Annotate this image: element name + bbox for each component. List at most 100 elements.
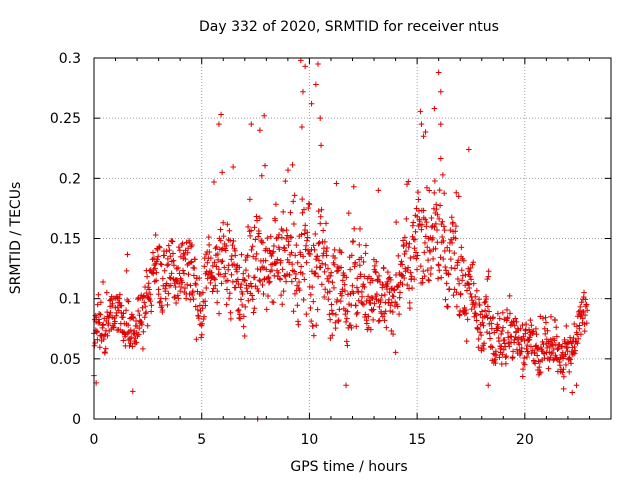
data-point — [166, 247, 173, 253]
data-point — [419, 222, 425, 228]
data-point — [478, 332, 484, 338]
data-point — [533, 342, 539, 349]
data-point — [365, 313, 372, 320]
data-point — [365, 293, 371, 300]
data-point — [127, 327, 134, 333]
data-point — [163, 248, 170, 255]
data-point — [391, 287, 398, 294]
data-point — [225, 266, 231, 273]
data-point — [463, 310, 470, 316]
y-tick-label: 0.3 — [59, 51, 81, 67]
data-point — [123, 307, 129, 313]
data-point — [378, 292, 385, 299]
data-point — [109, 300, 116, 307]
y-tick-label: 0.05 — [50, 352, 81, 368]
data-point — [477, 311, 484, 318]
data-point — [434, 212, 441, 218]
data-point — [473, 300, 479, 306]
data-point — [189, 242, 195, 248]
data-point — [534, 345, 541, 352]
data-point — [239, 302, 245, 308]
data-point — [510, 348, 516, 355]
data-point — [422, 240, 428, 246]
data-point — [172, 294, 178, 300]
data-point — [372, 263, 378, 269]
data-point — [147, 291, 153, 298]
data-point — [264, 235, 271, 241]
data-point — [194, 307, 201, 313]
data-point — [360, 259, 367, 265]
data-point — [513, 319, 520, 325]
data-point — [420, 207, 427, 214]
data-point — [153, 269, 160, 276]
data-point — [531, 349, 538, 356]
data-point — [309, 284, 315, 290]
data-point — [172, 284, 179, 290]
data-point — [200, 289, 206, 296]
data-point — [161, 252, 168, 259]
data-point — [245, 273, 252, 279]
data-point — [370, 306, 377, 313]
data-point — [335, 267, 341, 274]
x-axis-ticks: 0 5 10 15 20 — [90, 58, 590, 448]
data-point — [248, 227, 254, 234]
data-point — [160, 282, 167, 289]
data-point — [401, 275, 407, 281]
data-point — [282, 178, 289, 184]
data-point — [331, 247, 338, 253]
data-point — [217, 237, 224, 244]
data-point — [242, 277, 248, 284]
data-point — [193, 336, 200, 343]
data-point — [192, 256, 198, 263]
data-point — [216, 266, 222, 273]
data-point — [465, 265, 472, 272]
data-point — [254, 266, 261, 272]
data-point — [129, 388, 136, 395]
data-point — [228, 316, 234, 322]
data-point — [206, 242, 212, 248]
data-point — [302, 246, 309, 253]
data-point — [300, 253, 306, 260]
data-point — [440, 238, 447, 244]
data-point — [474, 287, 480, 294]
data-point — [299, 196, 305, 202]
data-point — [125, 298, 132, 305]
data-point — [310, 298, 317, 305]
data-point — [482, 307, 488, 314]
data-point — [95, 291, 102, 298]
data-point — [223, 301, 230, 308]
data-point — [248, 247, 255, 253]
data-point — [129, 343, 136, 350]
data-point — [319, 281, 325, 288]
data-point — [551, 337, 558, 344]
data-point — [133, 339, 140, 346]
data-point — [499, 328, 505, 334]
data-point — [343, 382, 349, 389]
data-point — [507, 310, 513, 317]
data-point — [398, 258, 405, 265]
data-point — [96, 316, 102, 323]
data-point — [126, 343, 133, 349]
data-point — [323, 220, 329, 227]
data-point — [215, 257, 221, 263]
data-point — [467, 273, 473, 280]
data-point — [326, 311, 333, 318]
data-point — [324, 245, 330, 251]
data-point — [292, 291, 298, 297]
data-point — [530, 328, 537, 335]
data-point — [412, 228, 419, 235]
data-point — [350, 183, 357, 190]
data-point — [386, 296, 392, 303]
data-point — [253, 213, 260, 220]
data-point — [167, 282, 174, 289]
data-point — [511, 322, 518, 329]
data-point — [381, 317, 388, 324]
data-point — [496, 354, 503, 361]
y-tick-label: 0.2 — [59, 171, 81, 187]
data-point — [368, 326, 374, 333]
data-point — [302, 222, 309, 229]
data-point — [455, 193, 462, 200]
data-point — [521, 355, 528, 361]
data-point — [278, 292, 284, 298]
data-point — [469, 297, 475, 304]
